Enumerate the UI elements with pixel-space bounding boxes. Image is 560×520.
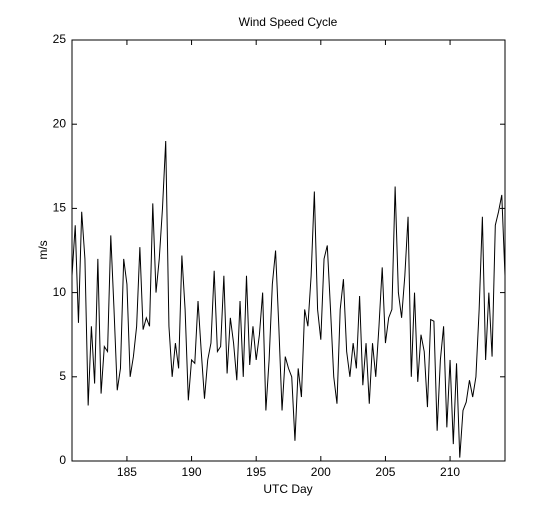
x-tick-label: 190: [182, 465, 202, 479]
x-tick-label: 195: [246, 465, 266, 479]
y-axis-label: m/s: [36, 240, 50, 259]
y-tick-label: 10: [53, 285, 67, 299]
y-tick-label: 0: [59, 453, 66, 467]
line-series: [71, 141, 506, 458]
y-tick-label: 5: [59, 369, 66, 383]
plot-frame: [71, 39, 506, 462]
y-tick-label: 15: [53, 201, 67, 215]
x-tick-label: 200: [311, 465, 331, 479]
x-tick-label: 210: [440, 465, 460, 479]
y-tick-label: 25: [53, 32, 67, 46]
chart-title: Wind Speed Cycle: [239, 15, 338, 29]
x-axis-label: UTC Day: [263, 482, 312, 496]
x-tick-label: 185: [117, 465, 137, 479]
y-tick-label: 20: [53, 116, 67, 130]
x-tick-label: 205: [375, 465, 395, 479]
